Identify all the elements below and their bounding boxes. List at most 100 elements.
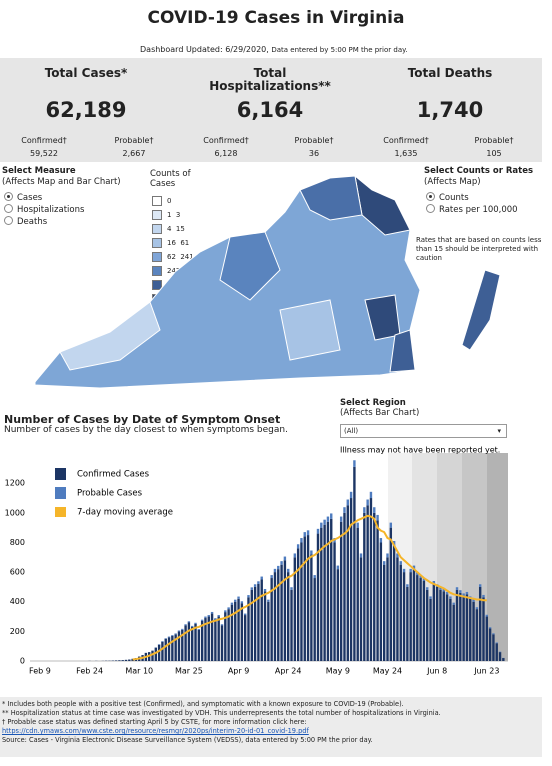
bar bbox=[187, 622, 191, 661]
bar bbox=[462, 593, 465, 596]
legend-swatch bbox=[55, 507, 66, 517]
bar bbox=[200, 621, 204, 661]
bar bbox=[379, 542, 383, 661]
bar bbox=[386, 553, 389, 558]
legend-swatch bbox=[55, 468, 66, 480]
bar bbox=[296, 544, 300, 549]
bar bbox=[495, 642, 498, 644]
bar bbox=[290, 589, 293, 661]
bar bbox=[339, 516, 343, 522]
kpi-sub-value: 2,667 bbox=[122, 149, 146, 158]
footnote-link[interactable]: https://cdn.ymaws.com/www.cste.org/resou… bbox=[2, 727, 309, 735]
map-legend-swatch bbox=[152, 224, 162, 234]
bar bbox=[280, 561, 283, 565]
chart-title: Number of Cases by Date of Symptom Onset bbox=[4, 413, 281, 426]
bar bbox=[323, 524, 326, 661]
bar bbox=[191, 625, 194, 627]
kpi-sub-label: Probable† bbox=[294, 136, 334, 145]
kpi-value: 6,164 bbox=[236, 98, 304, 122]
bar bbox=[406, 586, 409, 661]
bar bbox=[210, 611, 214, 614]
radio-option[interactable]: Cases bbox=[4, 192, 42, 203]
bar bbox=[392, 541, 396, 546]
bar bbox=[296, 548, 300, 661]
bar bbox=[353, 466, 356, 661]
radio-option[interactable]: Rates per 100,000 bbox=[426, 204, 518, 215]
radio-option[interactable]: Hospitalizations bbox=[4, 204, 85, 215]
bar bbox=[432, 581, 436, 584]
bar bbox=[346, 499, 349, 506]
page-title: COVID-19 Cases in Virginia bbox=[147, 8, 405, 28]
bar bbox=[502, 658, 505, 661]
bar bbox=[422, 578, 426, 581]
bar bbox=[200, 619, 204, 621]
region-note: (Affects Bar Chart) bbox=[340, 408, 420, 418]
bar bbox=[247, 595, 250, 598]
bar bbox=[376, 520, 379, 661]
bar bbox=[478, 586, 482, 661]
radio-option[interactable]: Deaths bbox=[4, 216, 47, 227]
bar bbox=[379, 538, 383, 543]
bar bbox=[214, 618, 217, 620]
bar bbox=[442, 591, 445, 661]
legend-swatch bbox=[55, 487, 66, 499]
bar bbox=[234, 599, 237, 602]
bar bbox=[320, 522, 323, 528]
kpi-sub-label: Confirmed† bbox=[383, 136, 429, 145]
bar bbox=[283, 560, 287, 661]
map-legend-item: 62 241 bbox=[152, 252, 194, 262]
kpi-value: 1,740 bbox=[416, 98, 484, 122]
bar bbox=[164, 638, 167, 661]
bar bbox=[445, 591, 449, 595]
bar bbox=[280, 564, 283, 661]
bar bbox=[366, 505, 369, 661]
bar bbox=[482, 597, 485, 661]
kpi-label: Total Deaths bbox=[407, 66, 493, 80]
map-region bbox=[299, 175, 363, 221]
bar bbox=[257, 583, 260, 661]
region-select[interactable]: (All) ▾ bbox=[340, 424, 507, 438]
bar bbox=[300, 538, 303, 543]
y-tick-label: 600 bbox=[10, 568, 25, 577]
bar bbox=[263, 589, 267, 592]
bar bbox=[243, 613, 247, 616]
bar bbox=[316, 528, 320, 534]
bar bbox=[250, 587, 253, 590]
bar bbox=[154, 647, 158, 661]
bar bbox=[320, 527, 323, 661]
bar bbox=[128, 659, 131, 661]
bar bbox=[273, 568, 277, 573]
kpi-sub-value: 59,522 bbox=[30, 149, 58, 158]
updated-note: Data entered by 5:00 PM the prior day. bbox=[271, 46, 408, 54]
bar bbox=[253, 584, 257, 587]
bar bbox=[260, 576, 263, 580]
radio-label: Hospitalizations bbox=[17, 205, 85, 215]
radio-option[interactable]: Counts bbox=[426, 192, 469, 203]
map-legend-item: 4 15 bbox=[152, 224, 185, 234]
bar bbox=[157, 644, 161, 661]
bar bbox=[392, 545, 396, 661]
bar bbox=[220, 624, 224, 626]
map-legend-swatch bbox=[152, 196, 162, 206]
bar bbox=[495, 643, 498, 661]
map-legend-swatch bbox=[152, 238, 162, 248]
bar bbox=[290, 587, 293, 590]
bar bbox=[313, 575, 316, 579]
bar bbox=[323, 519, 326, 525]
y-tick-label: 1200 bbox=[5, 479, 25, 488]
bar bbox=[333, 542, 336, 661]
bar bbox=[197, 629, 201, 630]
x-tick-label: Apr 9 bbox=[228, 667, 249, 676]
kpi-value: 62,189 bbox=[45, 98, 127, 122]
bar bbox=[336, 565, 340, 570]
bar bbox=[475, 609, 479, 661]
bar bbox=[217, 615, 220, 617]
bar bbox=[356, 527, 359, 661]
bar bbox=[498, 652, 502, 661]
bar bbox=[330, 513, 333, 519]
rates-title: Select Counts or Rates bbox=[424, 166, 534, 176]
bar bbox=[469, 598, 472, 661]
bar bbox=[369, 498, 373, 661]
bar bbox=[114, 660, 118, 661]
bar bbox=[349, 491, 353, 499]
